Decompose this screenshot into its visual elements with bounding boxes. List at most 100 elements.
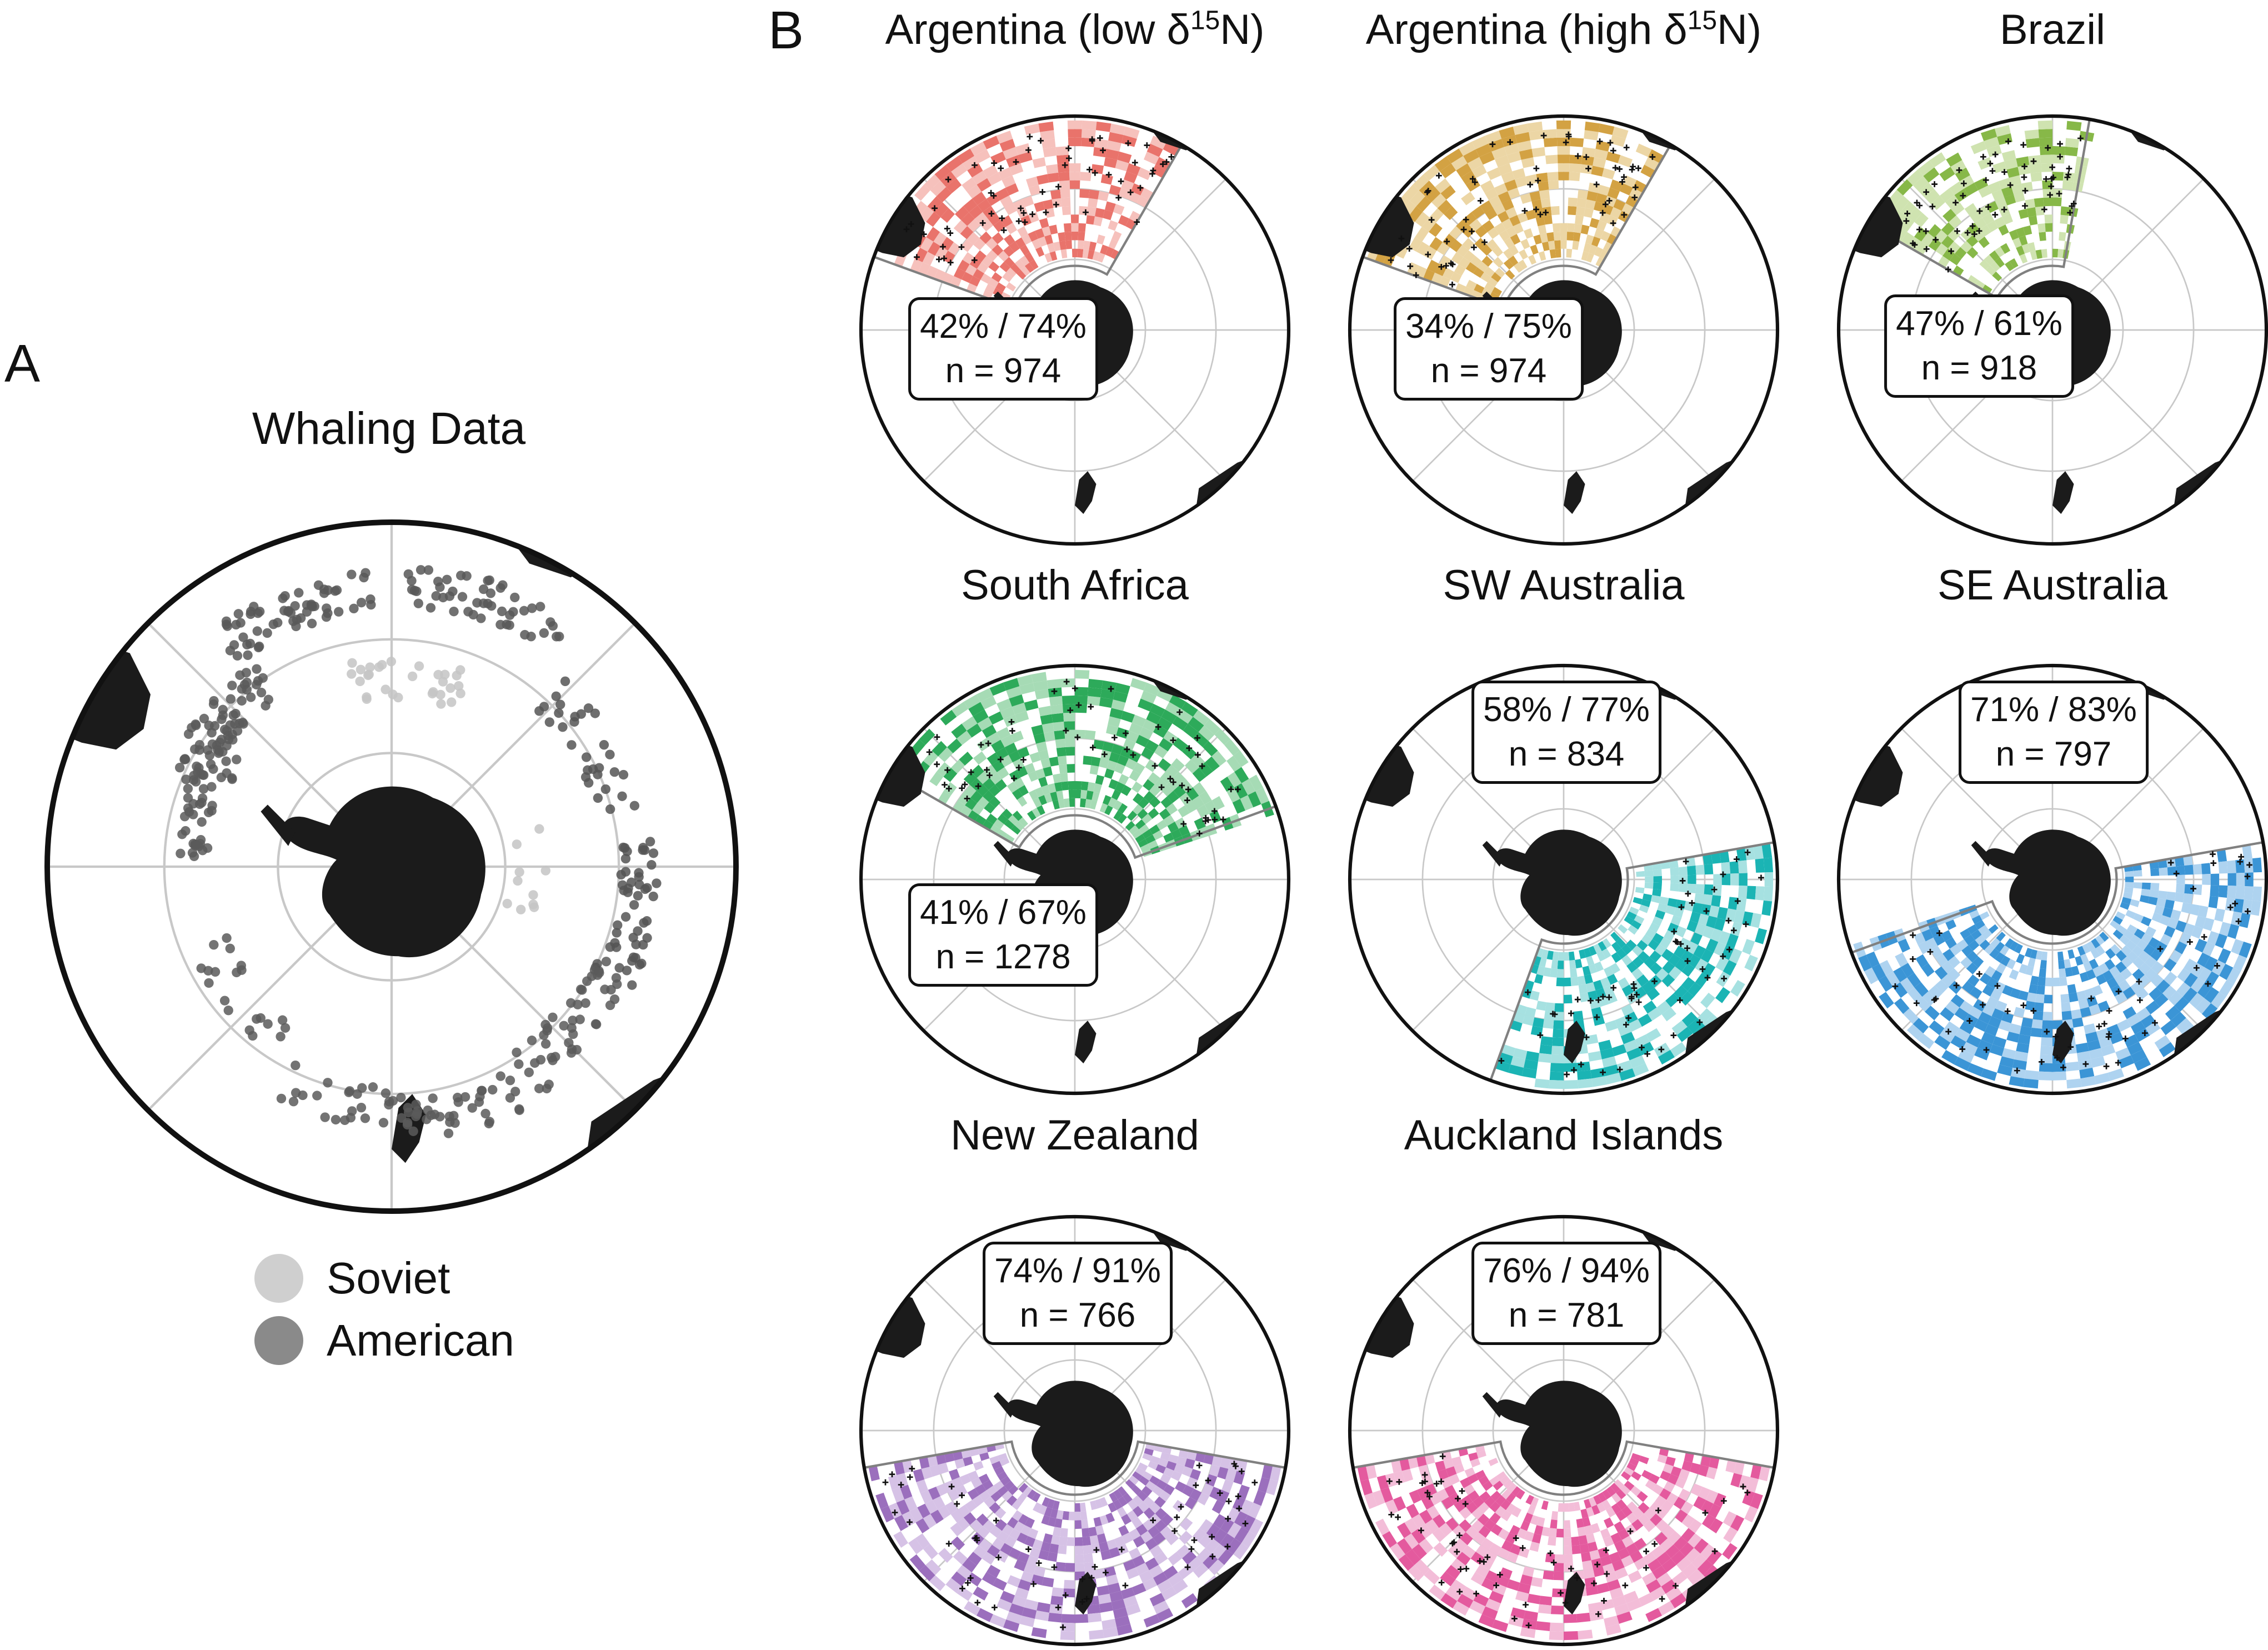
habitat-cell — [1437, 1469, 1449, 1481]
habitat-cell — [1538, 251, 1546, 261]
catch-marker — [1093, 1547, 1100, 1553]
habitat-cell — [2006, 1031, 2020, 1043]
habitat-cell — [1189, 1488, 1202, 1502]
habitat-cell — [1129, 722, 1143, 735]
habitat-cell — [1500, 1499, 1511, 1511]
catch-marker — [1720, 953, 1726, 959]
habitat-cell — [1624, 1481, 1635, 1491]
habitat-cell — [1584, 130, 1599, 141]
habitat-cell — [1640, 164, 1656, 178]
catch-marker — [1599, 209, 1606, 216]
legend-label-soviet: Soviet — [327, 1253, 450, 1303]
habitat-cell — [1190, 1469, 1201, 1481]
habitat-cell — [2126, 1013, 2141, 1027]
habitat-cell — [1105, 148, 1120, 160]
whaling-point — [276, 1032, 286, 1042]
habitat-cell — [929, 771, 944, 787]
habitat-cell — [997, 767, 1009, 779]
habitat-cell — [1002, 272, 1013, 283]
habitat-cell — [2130, 899, 2140, 907]
habitat-cell — [1619, 1068, 1636, 1081]
catch-marker — [1533, 206, 1539, 213]
habitat-cell — [1639, 1456, 1649, 1464]
habitat-cell — [1581, 1552, 1591, 1562]
habitat-cell — [1072, 248, 1078, 258]
habitat-cell — [1525, 1494, 1534, 1505]
whaling-point — [577, 985, 587, 995]
habitat-cell — [1680, 1501, 1694, 1514]
habitat-cell — [1432, 1528, 1446, 1542]
habitat-cell — [1034, 201, 1045, 212]
habitat-cell — [1002, 1524, 1014, 1536]
habitat-cell — [1043, 147, 1057, 158]
habitat-cell — [1173, 784, 1186, 798]
habitat-cell — [1062, 206, 1071, 216]
catch-marker — [1174, 1514, 1180, 1521]
habitat-cell — [973, 1586, 989, 1601]
habitat-cell — [1524, 1531, 1534, 1542]
habitat-cell — [1475, 143, 1492, 157]
habitat-cell — [1411, 1528, 1426, 1544]
habitat-cell — [1539, 189, 1550, 199]
habitat-cell — [960, 226, 974, 239]
habitat-cell — [1208, 1559, 1224, 1576]
habitat-cell — [1104, 157, 1118, 168]
habitat-cell — [940, 709, 957, 726]
whaling-point — [444, 591, 455, 601]
habitat-cell — [1437, 199, 1453, 214]
habitat-cell — [1093, 783, 1102, 793]
habitat-cell — [1436, 242, 1450, 256]
habitat-cell — [2141, 888, 2151, 897]
habitat-cell — [1995, 197, 2007, 209]
habitat-cell — [982, 1572, 997, 1586]
whaling-point — [396, 1092, 406, 1103]
catch-marker — [1621, 174, 1627, 181]
catch-marker — [1194, 734, 1200, 741]
habitat-cell — [2124, 1034, 2139, 1048]
whaling-point — [591, 1019, 602, 1029]
whaling-point — [208, 699, 219, 709]
map-title: Auckland Islands — [1404, 1111, 1724, 1159]
habitat-cell — [1489, 1476, 1500, 1486]
habitat-cell — [1641, 899, 1651, 907]
habitat-cell — [2105, 948, 2116, 959]
whaling-point — [221, 756, 231, 766]
habitat-cell — [2038, 129, 2052, 138]
habitat-cell — [1049, 1543, 1059, 1554]
map-title: Brazil — [2000, 6, 2105, 54]
catch-marker — [1043, 209, 1049, 216]
habitat-cell — [1004, 203, 1017, 216]
habitat-cell — [1433, 1542, 1448, 1557]
habitat-cell — [1132, 1471, 1143, 1481]
habitat-cell — [1501, 1540, 1514, 1552]
catch-marker — [1115, 194, 1122, 201]
habitat-cell — [1033, 1566, 1046, 1577]
habitat-cell — [1160, 796, 1173, 809]
habitat-cell — [1687, 866, 1696, 876]
habitat-cell — [954, 206, 969, 221]
catch-marker — [1188, 1546, 1195, 1552]
habitat-cell — [1505, 269, 1515, 280]
whaling-point — [593, 793, 603, 803]
whaling-point — [402, 1119, 413, 1130]
habitat-cell — [1107, 140, 1122, 152]
habitat-cell — [1080, 789, 1088, 799]
whaling-point — [478, 584, 489, 594]
catch-marker — [2106, 1008, 2112, 1014]
habitat-cell — [1109, 708, 1124, 719]
habitat-cell — [1028, 771, 1039, 782]
habitat-cell — [1461, 1586, 1478, 1601]
habitat-cell — [1080, 172, 1092, 181]
habitat-cell — [1179, 1517, 1193, 1531]
habitat-cell — [1440, 163, 1456, 178]
catch-marker — [990, 193, 997, 199]
habitat-cell — [1564, 1546, 1573, 1555]
habitat-cell — [1564, 994, 1573, 1004]
habitat-cell — [1007, 781, 1018, 793]
habitat-cell — [1649, 922, 1660, 933]
habitat-cell — [1086, 215, 1095, 225]
habitat-cell — [1583, 243, 1591, 253]
habitat-cell — [1959, 1021, 1975, 1034]
habitat-cell — [1193, 1563, 1209, 1578]
catch-marker — [1537, 1032, 1544, 1038]
